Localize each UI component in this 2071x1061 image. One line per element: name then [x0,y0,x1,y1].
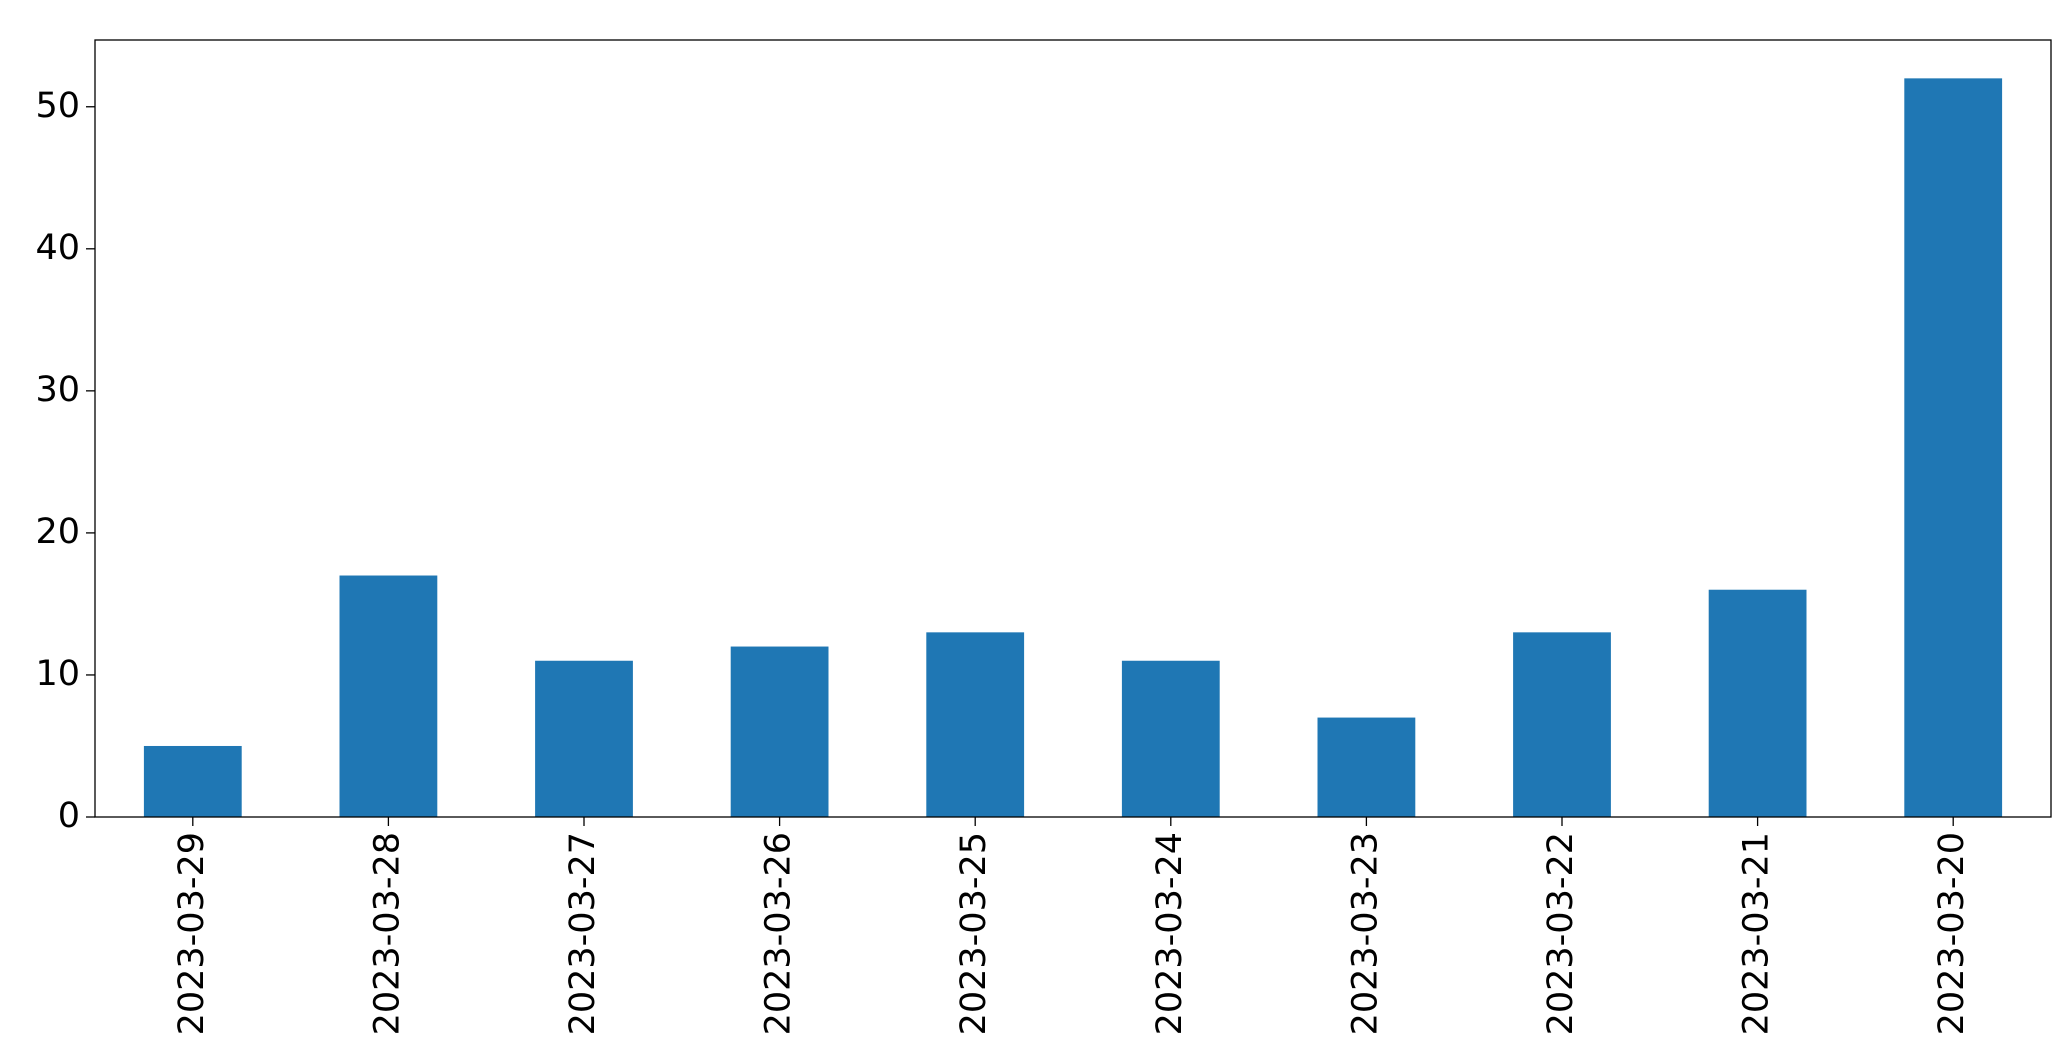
bar [1121,660,1220,817]
x-tick-label: 2023-03-29 [172,832,212,1035]
x-tick-label: 2023-03-22 [1541,832,1581,1035]
y-tick-label: 50 [35,86,80,126]
bar [1317,717,1416,817]
x-tick-label: 2023-03-24 [1150,832,1190,1035]
x-tick-label: 2023-03-26 [759,832,799,1035]
x-tick-label: 2023-03-28 [367,832,407,1035]
bar [143,745,242,817]
x-tick-label: 2023-03-23 [1345,832,1385,1035]
y-tick-label: 10 [35,654,80,694]
bar [1708,589,1807,817]
x-tick-label: 2023-03-25 [954,832,994,1035]
bar [926,632,1025,817]
plot-frame [94,39,2052,818]
y-tick-label: 30 [35,370,80,410]
y-tick-label: 20 [35,512,80,552]
x-tick-label: 2023-03-21 [1737,832,1777,1035]
bar [339,575,438,817]
bar [535,660,633,817]
y-tick-label: 0 [58,796,80,836]
x-tick-label: 2023-03-20 [1932,832,1972,1035]
y-tick-label: 40 [35,228,80,268]
bar [1513,632,1611,817]
x-tick-label: 2023-03-27 [563,832,603,1035]
bar [730,646,829,817]
bar [1904,78,2003,817]
